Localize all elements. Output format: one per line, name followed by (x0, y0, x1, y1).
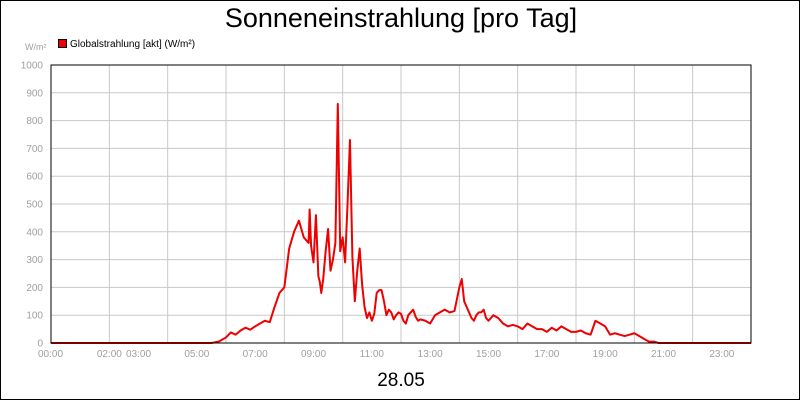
y-tick-label: 800 (26, 116, 43, 127)
y-axis-ticks: 0 100 200 300 400 500 600 700 800 900 1000 (21, 61, 44, 350)
y-tick-label: 300 (26, 255, 43, 266)
x-tick-label: 15:00 (476, 349, 501, 360)
y-tick-label: 700 (26, 144, 43, 155)
legend-label: Globalstrahlung [akt] (W/m²) (70, 39, 196, 50)
x-axis-date-label: 28.05 (377, 370, 425, 391)
x-tick-label: 19:00 (593, 349, 618, 360)
x-tick-label: 03:00 (126, 349, 151, 360)
x-tick-label: 23:00 (709, 349, 734, 360)
x-tick-label: 00:00 (38, 349, 63, 360)
x-tick-label: 21:00 (651, 349, 676, 360)
y-tick-label: 200 (26, 283, 43, 294)
legend-swatch (58, 39, 67, 48)
y-tick-label: 500 (26, 200, 43, 211)
plot-border (50, 64, 752, 344)
x-tick-label: 02:00 (97, 349, 122, 360)
x-tick-label: 11:00 (360, 349, 385, 360)
y-tick-label: 0 (37, 339, 43, 350)
x-tick-label: 09:00 (301, 349, 326, 360)
x-tick-label: 07:00 (243, 349, 268, 360)
series-layer (51, 102, 751, 344)
grid (51, 64, 751, 344)
x-tick-label: 05:00 (184, 349, 209, 360)
series-line-0 (51, 102, 751, 344)
y-tick-label: 900 (26, 88, 43, 99)
y-tick-label: 100 (26, 311, 43, 322)
x-axis-ticks: 00:00 02:00 03:00 05:00 07:00 09:00 11:00 13:00… (38, 349, 735, 360)
chart-title: Sonneneinstrahlung [pro Tag] (224, 3, 578, 33)
y-axis-unit-label: W/m² (25, 42, 47, 52)
y-tick-label: 1000 (21, 61, 44, 72)
x-tick-label: 13:00 (418, 349, 443, 360)
y-tick-label: 600 (26, 172, 43, 183)
legend: Globalstrahlung [akt] (W/m²) (58, 39, 195, 50)
x-tick-label: 17:00 (534, 349, 559, 360)
y-tick-label: 400 (26, 227, 43, 238)
